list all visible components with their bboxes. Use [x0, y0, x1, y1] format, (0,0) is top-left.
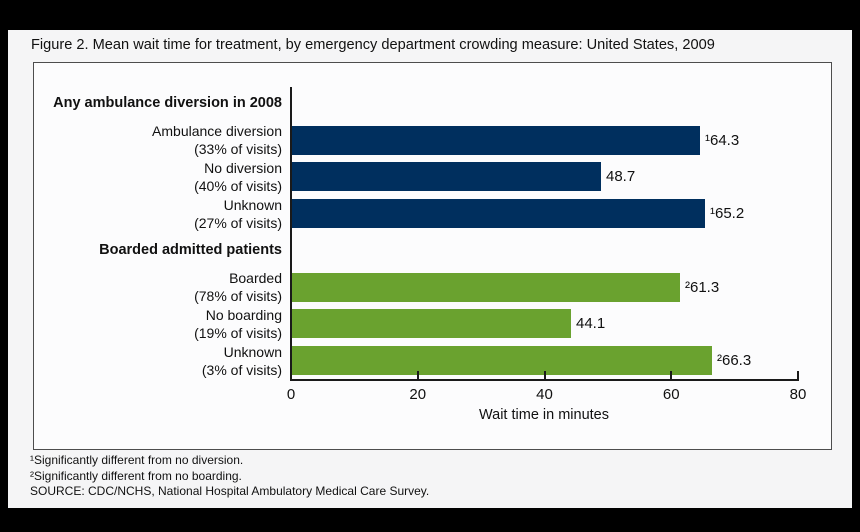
bar-row-no-boarding: No boarding (19% of visits) 44.1 [34, 306, 831, 343]
bar-track: 48.7 [290, 159, 831, 196]
bar-label: Ambulance diversion (33% of visits) [34, 122, 290, 158]
bar-label-line1: No diversion [204, 159, 282, 176]
bar-boarded [292, 272, 680, 302]
figure-title: Figure 2. Mean wait time for treatment, … [31, 37, 715, 53]
footnote-2: ²Significantly different from no boardin… [30, 468, 242, 483]
bar-label-line2: (3% of visits) [201, 361, 282, 378]
x-tick-80 [797, 371, 799, 379]
x-tick-label-60: 60 [662, 386, 680, 403]
bar-label: No boarding (19% of visits) [34, 306, 290, 342]
bar-value-label: ²61.3 [685, 278, 720, 296]
bar-row-ambulance-diversion: Ambulance diversion (33% of visits) ¹64.… [34, 122, 831, 159]
x-tick-60 [670, 371, 673, 379]
x-tick-label-40: 40 [536, 386, 553, 403]
group-header-diversion: Any ambulance diversion in 2008 [53, 95, 282, 112]
x-tick-label-0: 0 [286, 386, 296, 403]
bar-track: ¹65.2 [290, 195, 831, 232]
bar-label: Unknown (27% of visits) [34, 196, 290, 232]
bar-label-line2: (27% of visits) [194, 214, 282, 231]
x-tick-20 [416, 371, 419, 379]
bar-label-line2: (33% of visits) [194, 141, 282, 158]
footnote-source: SOURCE: CDC/NCHS, National Hospital Ambu… [30, 484, 430, 499]
bar-label-line2: (19% of visits) [194, 324, 282, 341]
bar-row-boarded: Boarded (78% of visits) ²61.3 [34, 269, 831, 306]
bar-track: ²61.3 [290, 269, 831, 306]
bar-track: ¹64.3 [290, 122, 831, 159]
chart-plot-area: Any ambulance diversion in 2008 Ambulanc… [33, 62, 832, 450]
bar-track: 44.1 [290, 306, 831, 343]
bar-row-unknown-boarding: Unknown (3% of visits) ²66.3 [34, 342, 831, 379]
bar-rows: Any ambulance diversion in 2008 Ambulanc… [34, 85, 831, 379]
bar-unknown-diversion [292, 199, 705, 229]
bar-label: No diversion (40% of visits) [34, 159, 290, 195]
bar-label: Boarded (78% of visits) [34, 269, 290, 305]
bar-track: ²66.3 [290, 342, 831, 379]
group-header-row: Any ambulance diversion in 2008 [34, 85, 831, 122]
bar-no-diversion [292, 162, 601, 192]
group-header-boarded: Boarded admitted patients [99, 242, 282, 259]
bar-no-boarding [292, 309, 571, 339]
footnote-1: ¹Significantly different from no diversi… [30, 453, 244, 467]
group-header-row: Boarded admitted patients [34, 232, 831, 269]
x-axis-line [290, 379, 799, 381]
bar-ambulance-diversion [292, 125, 700, 155]
bar-row-unknown-diversion: Unknown (27% of visits) ¹65.2 [34, 195, 831, 232]
bar-value-label: 44.1 [576, 315, 606, 333]
bar-label-line1: Ambulance diversion [152, 123, 282, 140]
bar-label-line1: Boarded [229, 270, 282, 287]
bar-row-no-diversion: No diversion (40% of visits) 48.7 [34, 159, 831, 196]
bar-label-line2: (40% of visits) [194, 177, 282, 194]
figure-panel: Figure 2. Mean wait time for treatment, … [8, 30, 852, 508]
bar-label-line1: Unknown [223, 196, 282, 213]
bar-unknown-boarding [292, 346, 712, 376]
x-axis-title: Wait time in minutes [479, 407, 609, 423]
bar-label-line1: No boarding [205, 306, 282, 323]
bar-value-label: ¹65.2 [710, 205, 745, 223]
x-tick-0 [290, 371, 292, 379]
bar-label-line1: Unknown [223, 343, 282, 360]
bar-value-label: ¹64.3 [705, 131, 740, 149]
footnotes: ¹Significantly different from no diversi… [30, 453, 429, 500]
bar-label-line2: (78% of visits) [194, 288, 282, 305]
x-tick-label-80: 80 [789, 386, 807, 403]
x-tick-40 [543, 371, 546, 379]
bar-label: Unknown (3% of visits) [34, 343, 290, 379]
bar-value-label: ²66.3 [717, 352, 752, 370]
x-tick-label-20: 20 [409, 386, 427, 403]
y-axis-line [290, 87, 292, 379]
bar-value-label: 48.7 [606, 168, 636, 186]
